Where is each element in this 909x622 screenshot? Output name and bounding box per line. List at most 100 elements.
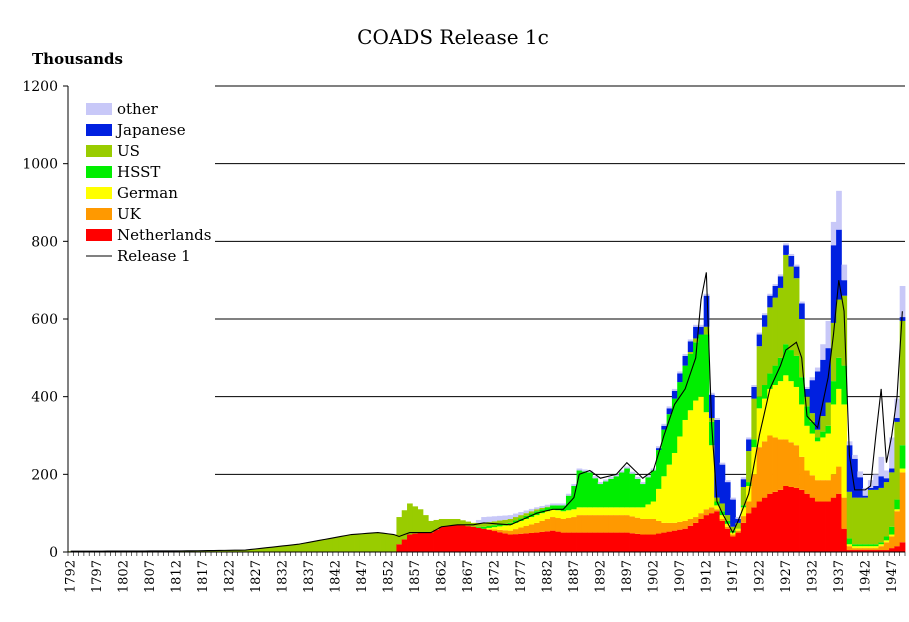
x-tick-label-1862: 1862 [434, 560, 449, 593]
bar-german-1900 [640, 507, 646, 519]
bar-uk-1902 [650, 518, 657, 535]
bar-other-1904 [661, 423, 668, 426]
bar-uk-1898 [629, 516, 636, 534]
bar-us-1929 [793, 278, 800, 356]
bar-hsst-1948 [894, 499, 901, 510]
legend-label-netherlands: Netherlands [117, 226, 211, 244]
bar-other-1937 [836, 190, 842, 230]
bar-japanese-1913 [708, 394, 715, 419]
bar-netherlands-1900 [640, 534, 646, 552]
bar-uk-1947 [889, 536, 895, 549]
bar-other-1893 [603, 479, 609, 482]
bar-netherlands-1919 [740, 522, 747, 553]
bar-hsst-1903 [656, 450, 662, 489]
bar-other-1881 [539, 506, 546, 508]
bar-netherlands-1913 [708, 513, 715, 552]
bar-uk-1925 [772, 437, 779, 492]
bar-us-1873 [497, 520, 503, 525]
bar-netherlands-1938 [841, 528, 848, 552]
bar-other-1912 [703, 293, 710, 296]
bar-german-1946 [883, 540, 890, 543]
bar-netherlands-1876 [512, 534, 519, 552]
bar-other-1929 [793, 264, 800, 267]
x-tick-label-1807: 1807 [143, 560, 158, 593]
bar-other-1907 [677, 371, 683, 374]
bar-german-1895 [613, 507, 620, 516]
bar-netherlands-1879 [528, 532, 535, 552]
bar-german-1934 [820, 437, 826, 481]
bar-netherlands-1864 [449, 525, 456, 552]
bar-other-1903 [656, 446, 662, 449]
bar-japanese-1923 [761, 315, 768, 327]
bar-uk-1905 [666, 522, 673, 532]
y-axis-label: Thousands [32, 50, 123, 68]
bar-us-1825 [242, 550, 249, 552]
bar-netherlands-1886 [565, 532, 572, 552]
bar-hsst-1910 [693, 342, 699, 401]
bar-other-1914 [714, 418, 720, 420]
bar-hsst-1909 [687, 353, 694, 411]
bar-german-1883 [550, 509, 556, 518]
bar-uk-1903 [656, 520, 662, 534]
bar-us-1853 [391, 534, 397, 552]
bar-uk-1948 [894, 511, 901, 547]
bar-netherlands-1893 [603, 532, 609, 552]
bar-german-1927 [783, 375, 789, 440]
bar-hsst-1900 [640, 484, 646, 508]
bar-german-1933 [814, 441, 821, 481]
bar-netherlands-1890 [587, 532, 593, 552]
bar-netherlands-1918 [735, 532, 742, 552]
y-tick-label-200: 200 [31, 467, 58, 483]
bar-us-1818 [205, 550, 212, 552]
bar-netherlands-1901 [645, 534, 652, 552]
legend-label-hsst: HSST [117, 163, 160, 181]
bar-german-1877 [518, 520, 524, 528]
bar-uk-1919 [740, 516, 747, 523]
bar-uk-1914 [714, 509, 720, 512]
bar-other-1924 [767, 293, 773, 296]
bar-hsst-1911 [698, 334, 705, 397]
bar-uk-1889 [581, 515, 588, 533]
bar-other-1901 [645, 475, 652, 478]
bar-other-1884 [555, 503, 562, 506]
bar-us-1874 [502, 519, 509, 524]
bar-other-1873 [497, 515, 503, 521]
bar-other-1899 [634, 476, 641, 479]
bar-other-1891 [592, 476, 599, 479]
bar-us-1836 [301, 543, 307, 552]
bar-hsst-1939 [846, 538, 853, 545]
bar-other-1892 [597, 482, 604, 485]
bar-us-1877 [518, 515, 524, 519]
bar-uk-1928 [788, 442, 795, 487]
x-tick-label-1897: 1897 [620, 560, 635, 593]
bar-us-1844 [343, 535, 350, 552]
bar-us-1878 [523, 513, 530, 516]
bar-other-1938 [841, 264, 848, 281]
bar-uk-1879 [528, 524, 535, 533]
bar-japanese-1921 [751, 386, 758, 399]
bar-netherlands-1895 [613, 532, 620, 552]
bar-hsst-1907 [677, 382, 683, 437]
bar-other-1895 [613, 474, 620, 477]
bar-other-1909 [687, 339, 694, 342]
bar-netherlands-1903 [656, 533, 662, 552]
bar-german-1931 [804, 425, 811, 471]
bar-other-1888 [576, 468, 583, 471]
bar-netherlands-1871 [486, 529, 493, 552]
x-tick-label-1842: 1842 [329, 560, 344, 593]
bar-us-1930 [799, 319, 805, 378]
bar-other-1887 [571, 484, 577, 486]
bar-us-1944 [873, 489, 879, 545]
bar-other-1898 [629, 471, 636, 474]
bar-japanese-1934 [820, 359, 826, 417]
bar-japanese-1915 [719, 464, 726, 504]
bar-hsst-1936 [830, 381, 837, 405]
x-tick-labels: 1792 1797 1802 1807 1812 1817 1822 1827 1832 1837… [64, 560, 900, 593]
bar-hsst-1908 [682, 365, 689, 420]
x-tick-label-1877: 1877 [514, 560, 529, 593]
bar-hsst-1922 [756, 396, 763, 409]
bar-hsst-1895 [613, 476, 620, 508]
bar-hsst-1884 [555, 505, 562, 511]
bar-german-1886 [565, 510, 572, 519]
bar-us-1824 [237, 550, 244, 552]
